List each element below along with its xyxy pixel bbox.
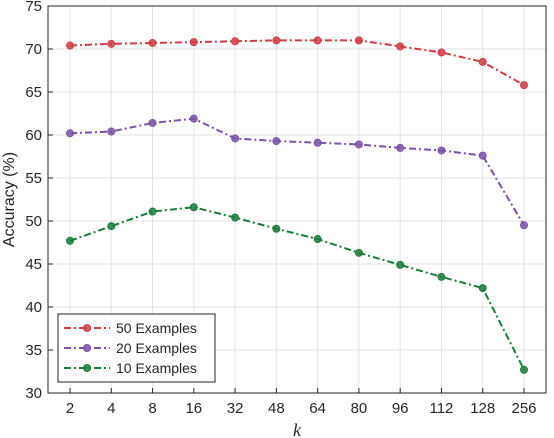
x-axis-label: k	[293, 420, 302, 438]
legend-label: 50 Examples	[116, 320, 197, 336]
series-layer	[66, 36, 528, 374]
data-point	[437, 146, 446, 155]
x-tick-label: 32	[227, 400, 244, 417]
y-tick-label: 35	[25, 342, 42, 359]
data-point	[231, 37, 240, 46]
x-tick-label: 2	[66, 400, 74, 417]
y-tick-label: 70	[25, 41, 42, 58]
series-2	[66, 203, 528, 374]
data-point	[437, 48, 446, 57]
data-point	[313, 138, 322, 147]
x-tick-label: 48	[268, 400, 285, 417]
data-point	[478, 284, 487, 293]
data-point	[313, 36, 322, 45]
data-point	[520, 365, 528, 374]
data-point	[189, 38, 198, 47]
y-tick-label: 65	[25, 84, 42, 101]
data-point	[189, 203, 198, 212]
y-tick-label: 75	[25, 0, 42, 15]
data-point	[272, 36, 281, 45]
data-point	[148, 118, 157, 127]
data-point	[148, 38, 157, 47]
y-tick-label: 45	[25, 256, 42, 273]
plot-frame	[47, 5, 547, 394]
data-point	[231, 213, 240, 222]
data-point	[354, 140, 363, 149]
legend-marker	[83, 324, 91, 332]
legend-label: 20 Examples	[116, 340, 197, 356]
x-tick-label: 16	[185, 400, 202, 417]
data-point	[107, 222, 116, 231]
legend: 50 Examples 20 Examples 10 Examples	[57, 313, 216, 383]
x-tick-label: 256	[511, 400, 536, 417]
data-point	[66, 41, 74, 50]
x-tick-label: 8	[148, 400, 156, 417]
series-line	[69, 206, 525, 371]
data-point	[396, 42, 405, 51]
y-axis-label: Accuracy (%)	[1, 152, 18, 247]
data-point	[354, 36, 363, 45]
data-point	[396, 143, 405, 152]
x-tick-label: 96	[392, 400, 409, 417]
data-point	[189, 114, 198, 123]
series-line	[69, 39, 525, 86]
data-point	[272, 224, 281, 233]
y-tick-label: 55	[25, 170, 42, 187]
data-point	[478, 151, 487, 160]
y-tick-label: 40	[25, 299, 42, 316]
legend-marker	[83, 344, 91, 352]
data-point	[66, 236, 74, 245]
legend-marker	[83, 364, 91, 372]
series-1	[66, 114, 528, 230]
data-point	[354, 248, 363, 257]
data-point	[520, 81, 528, 90]
data-point	[520, 221, 528, 230]
data-point	[107, 127, 116, 136]
data-point	[148, 207, 157, 216]
data-point	[437, 272, 446, 281]
data-point	[231, 134, 240, 143]
legend-label: 10 Examples	[116, 360, 197, 376]
data-point	[478, 57, 487, 66]
x-tick-label: 112	[429, 400, 453, 417]
series-line	[69, 117, 525, 226]
x-tick-label: 80	[351, 400, 368, 417]
y-tick-label: 50	[25, 213, 42, 230]
data-point	[66, 129, 74, 138]
series-0	[66, 36, 528, 90]
data-point	[272, 137, 281, 146]
y-tick-label: 60	[25, 127, 42, 144]
data-point	[107, 39, 116, 48]
x-tick-label: 4	[107, 400, 115, 417]
data-point	[396, 260, 405, 269]
x-tick-label: 64	[309, 400, 326, 417]
data-point	[313, 235, 322, 244]
y-tick-label: 30	[25, 385, 42, 402]
x-tick-label: 128	[470, 400, 495, 417]
